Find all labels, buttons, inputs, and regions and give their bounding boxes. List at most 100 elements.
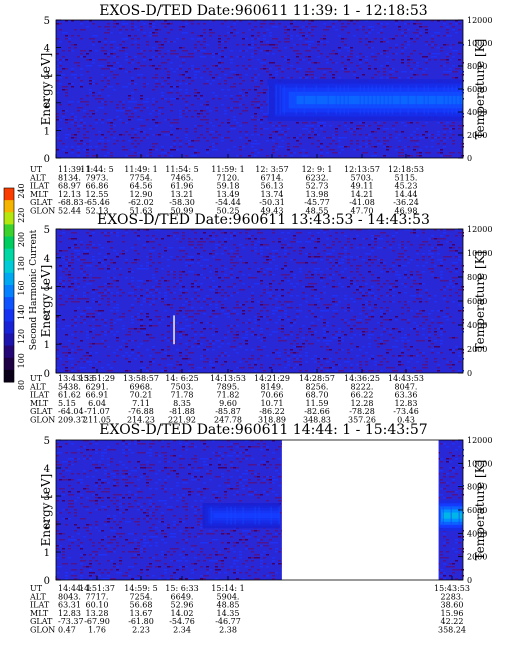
ephemeris-cell: 6649. [171, 592, 194, 601]
ephemeris-cell: 247.78 [214, 416, 242, 425]
ephemeris-cell: -82.66 [304, 407, 330, 416]
colorbar: 240 220 200 180 160 140 120 100 80 Second Harmoni… [3, 183, 39, 390]
ephemeris-cell: 14.02 [171, 609, 194, 618]
temperature-tick-label: 6000 [467, 85, 487, 94]
ephemeris-cell: 14:36:25 [344, 374, 380, 383]
energy-axis-label: Energy [eV] [39, 265, 53, 338]
band-layer [442, 512, 463, 519]
ephemeris-cell: 13:43:53 [58, 374, 94, 383]
ephemeris-cell: 38.60 [441, 601, 464, 610]
ephemeris-cell: 52.73 [306, 182, 329, 191]
energy-tick-label: 5 [44, 225, 50, 236]
ephemeris-cell: 13.74 [261, 190, 284, 199]
temperature-tick-label: 10000 [467, 249, 492, 258]
ephemeris-row-label: MLT [30, 399, 49, 408]
ephemeris-cell: 49.11 [351, 182, 374, 191]
temperature-tick-label: 2000 [467, 345, 487, 354]
ephemeris-cell: 12:18:53 [388, 165, 424, 174]
ephemeris-cell: 6714. [261, 173, 284, 182]
ephemeris-cell: -85.87 [215, 407, 241, 416]
ephemeris-row-label: UT [30, 374, 43, 383]
temperature-tick-label: 8000 [467, 483, 487, 492]
temperature-tick-label: 2000 [467, 131, 487, 140]
ephemeris-cell: 70.66 [261, 391, 284, 400]
ephemeris-cell: 2.34 [173, 626, 191, 635]
ephemeris-cell: 13.67 [130, 609, 153, 618]
colorbar-tick-label: 100 [17, 353, 26, 368]
ephemeris-cell: 8047. [395, 382, 418, 391]
ephemeris-cell: 11:39: 1 [58, 165, 91, 174]
spectrogram-panel-3: EXOS-D/TED Date:960611 14:44: 1 - 15:43:… [29, 422, 492, 635]
ephemeris-cell: 6232. [306, 173, 329, 182]
ephemeris-cell: 7.11 [132, 399, 150, 408]
ephemeris-cell: 14:51:37 [79, 584, 115, 593]
ephemeris-cell: -86.22 [259, 407, 285, 416]
ephemeris-cell: 9.60 [219, 399, 237, 408]
ephemeris-cell: 7895. [217, 382, 240, 391]
ephemeris-cell: 12.83 [395, 399, 418, 408]
ephemeris-cell: 318.89 [258, 416, 286, 425]
energy-tick-label: 2 [44, 99, 50, 110]
ephemeris-cell: 63.36 [395, 391, 418, 400]
ephemeris-cell: 13.98 [306, 190, 329, 199]
ephemeris-cell: 7503. [171, 382, 194, 391]
ephemeris-cell: 48.55 [306, 207, 329, 216]
ephemeris-cell: -64.04 [58, 407, 84, 416]
spectrogram-feature [202, 503, 280, 529]
temperature-axis-label: Temperature [K] [473, 39, 487, 140]
ephemeris-row-label: GLON [30, 626, 55, 635]
colorbar-swatch [4, 297, 14, 310]
ephemeris-row-label: GLAT [30, 407, 53, 416]
ephemeris-cell: 357.26 [348, 416, 376, 425]
colorbar-swatch [4, 212, 14, 225]
ephemeris-cell: -61.80 [128, 617, 154, 626]
ephemeris-cell: 12.13 [58, 190, 81, 199]
ephemeris-cell: 0.47 [58, 626, 76, 635]
spectrogram-panel-1: EXOS-D/TED Date:960611 11:39: 1 - 12:18:… [29, 3, 492, 216]
ephemeris-cell: 214.23 [127, 416, 155, 425]
ephemeris-cell: 13.28 [86, 609, 109, 618]
temperature-tick-label: 6000 [467, 506, 487, 515]
ephemeris-row-label: ILAT [30, 391, 50, 400]
ephemeris-cell: 42.22 [441, 617, 464, 626]
colorbar-label: Second Harmonic Current [29, 229, 39, 350]
ephemeris-cell: 211.05 [83, 416, 111, 425]
ephemeris-cell: 68.70 [306, 391, 329, 400]
ephemeris-cell: 5.15 [58, 399, 76, 408]
ephemeris-cell: 52.13 [86, 207, 109, 216]
ephemeris-cell: 14:28:57 [299, 374, 335, 383]
colorbar-swatch [4, 321, 14, 334]
ephemeris-cell: 71.78 [171, 391, 194, 400]
ephemeris-cell: 12:13:57 [344, 165, 380, 174]
ephemeris-cell: 11:59: 1 [211, 165, 244, 174]
ephemeris-cell: 45.23 [395, 182, 418, 191]
colorbar-swatch [4, 200, 14, 213]
band-layer [213, 513, 280, 519]
ephemeris-cell: 12.83 [58, 609, 81, 618]
ephemeris-row-label: GLON [30, 416, 55, 425]
ephemeris-row-label: GLON [30, 207, 55, 216]
ephemeris-cell: 11:54: 5 [165, 165, 198, 174]
data-gap [281, 440, 439, 580]
energy-axis-label: Energy [eV] [39, 474, 53, 547]
colorbar-swatch [4, 272, 14, 286]
ephemeris-cell: 66.22 [351, 391, 374, 400]
colorbar-swatch [4, 248, 14, 262]
ephemeris-cell: -45.77 [304, 198, 330, 207]
colorbar-swatch [4, 333, 14, 347]
ephemeris-cell: 52.44 [58, 207, 81, 216]
panel-title: EXOS-D/TED Date:960611 11:39: 1 - 12:18:… [99, 3, 427, 19]
ephemeris-cell: 56.13 [261, 182, 284, 191]
ephemeris-cell: 6291. [86, 382, 109, 391]
ephemeris-cell: 13.21 [171, 190, 194, 199]
ephemeris-cell: 7120. [217, 173, 240, 182]
ephemeris-row-label: GLAT [30, 198, 53, 207]
ephemeris-cell: 348.83 [303, 416, 331, 425]
spectrogram-feature [438, 500, 463, 531]
ephemeris-cell: 5115. [395, 173, 418, 182]
energy-tick-label: 4 [44, 44, 50, 55]
temperature-tick-label: 4000 [467, 529, 487, 538]
ephemeris-cell: -50.31 [259, 198, 285, 207]
ephemeris-cell: -54.44 [215, 198, 241, 207]
